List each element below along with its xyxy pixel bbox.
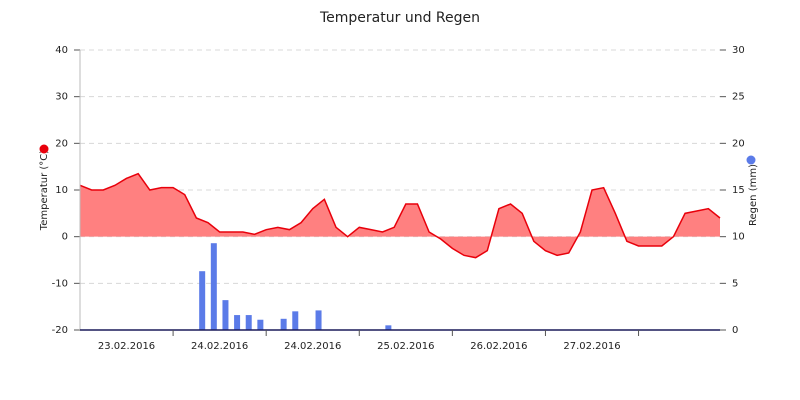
y2-axis-legend-dot: [746, 155, 756, 165]
x-tick-label: 25.02.2016: [377, 341, 434, 352]
x-tick-label: 24.02.2016: [284, 341, 341, 352]
y-tick-label: -10: [52, 278, 68, 289]
y-tick-label: 20: [55, 138, 68, 149]
y-axis-legend-dot: [39, 144, 49, 154]
y2-tick-label: 30: [732, 45, 745, 56]
rain-bar: [210, 243, 217, 330]
temperature-area: [80, 173, 720, 258]
y2-tick-label: 15: [732, 185, 745, 196]
y-tick-label: 10: [55, 185, 68, 196]
y-tick-label: 40: [55, 45, 68, 56]
rain-bar: [385, 325, 392, 330]
chart-title: Temperatur und Regen: [319, 10, 480, 26]
y2-tick-label: 10: [732, 232, 745, 243]
temperature-line: [79, 172, 721, 259]
y2-tick-label: 0: [732, 325, 738, 336]
x-tick-label: 26.02.2016: [470, 341, 527, 352]
rain-bar: [234, 315, 241, 330]
y-tick-label: -20: [52, 325, 68, 336]
y-tick-label: 0: [62, 232, 68, 243]
rain-bar: [280, 318, 287, 330]
rain-bar: [292, 311, 299, 330]
x-tick-label: 27.02.2016: [563, 341, 620, 352]
y2-tick-label: 5: [732, 278, 738, 289]
y2-tick-label: 25: [732, 92, 745, 103]
rain-bar: [222, 300, 229, 330]
y2-tick-label: 20: [732, 138, 745, 149]
rain-bar: [257, 319, 264, 330]
y-axis-label: Temperatur (°C): [39, 150, 50, 231]
x-tick-label: 23.02.2016: [98, 341, 155, 352]
x-tick-label: 24.02.2016: [191, 341, 248, 352]
y2-axis-label: Regen (mm): [748, 164, 759, 226]
rain-bar: [199, 271, 206, 330]
rain-bar: [245, 315, 252, 330]
rain-bar: [315, 310, 322, 330]
y-tick-label: 30: [55, 92, 68, 103]
